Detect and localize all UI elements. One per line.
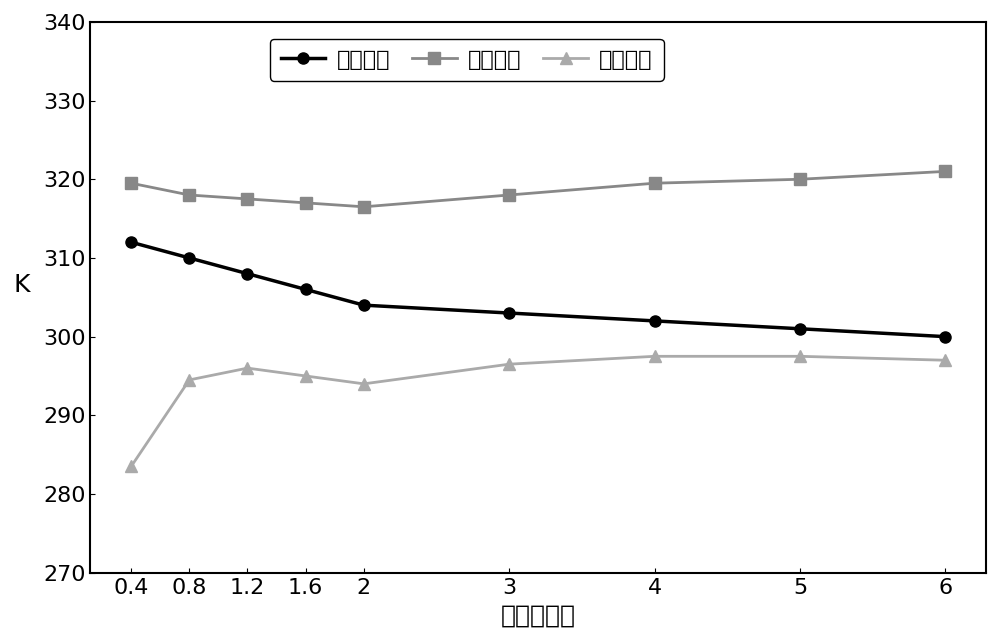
地表温度 bbox=[503, 309, 515, 317]
裸地温度 bbox=[183, 191, 195, 199]
地表温度 bbox=[794, 325, 806, 333]
地表温度 bbox=[649, 317, 661, 325]
裸地温度 bbox=[300, 199, 312, 206]
植被温度 bbox=[358, 380, 370, 388]
地表温度 bbox=[241, 270, 253, 278]
植被温度 bbox=[794, 353, 806, 360]
裸地温度 bbox=[939, 167, 951, 175]
植被温度 bbox=[503, 360, 515, 368]
X-axis label: 叶面积指数: 叶面积指数 bbox=[501, 603, 576, 627]
裸地温度 bbox=[241, 195, 253, 203]
地表温度 bbox=[183, 254, 195, 262]
裸地温度 bbox=[125, 179, 137, 187]
地表温度 bbox=[300, 286, 312, 294]
裸地温度 bbox=[794, 176, 806, 183]
Y-axis label: K: K bbox=[14, 273, 30, 297]
地表温度 bbox=[125, 238, 137, 246]
植被温度 bbox=[649, 353, 661, 360]
植被温度 bbox=[939, 356, 951, 364]
植被温度 bbox=[300, 372, 312, 380]
Line: 植被温度: 植被温度 bbox=[126, 351, 951, 472]
植被温度 bbox=[183, 376, 195, 384]
裸地温度 bbox=[503, 191, 515, 199]
裸地温度 bbox=[358, 203, 370, 211]
Line: 地表温度: 地表温度 bbox=[126, 237, 951, 342]
地表温度 bbox=[358, 301, 370, 309]
地表温度 bbox=[939, 333, 951, 340]
植被温度 bbox=[241, 364, 253, 372]
Line: 裸地温度: 裸地温度 bbox=[126, 166, 951, 212]
裸地温度 bbox=[649, 179, 661, 187]
Legend: 地表温度, 裸地温度, 植被温度: 地表温度, 裸地温度, 植被温度 bbox=[270, 38, 664, 81]
植被温度 bbox=[125, 463, 137, 470]
